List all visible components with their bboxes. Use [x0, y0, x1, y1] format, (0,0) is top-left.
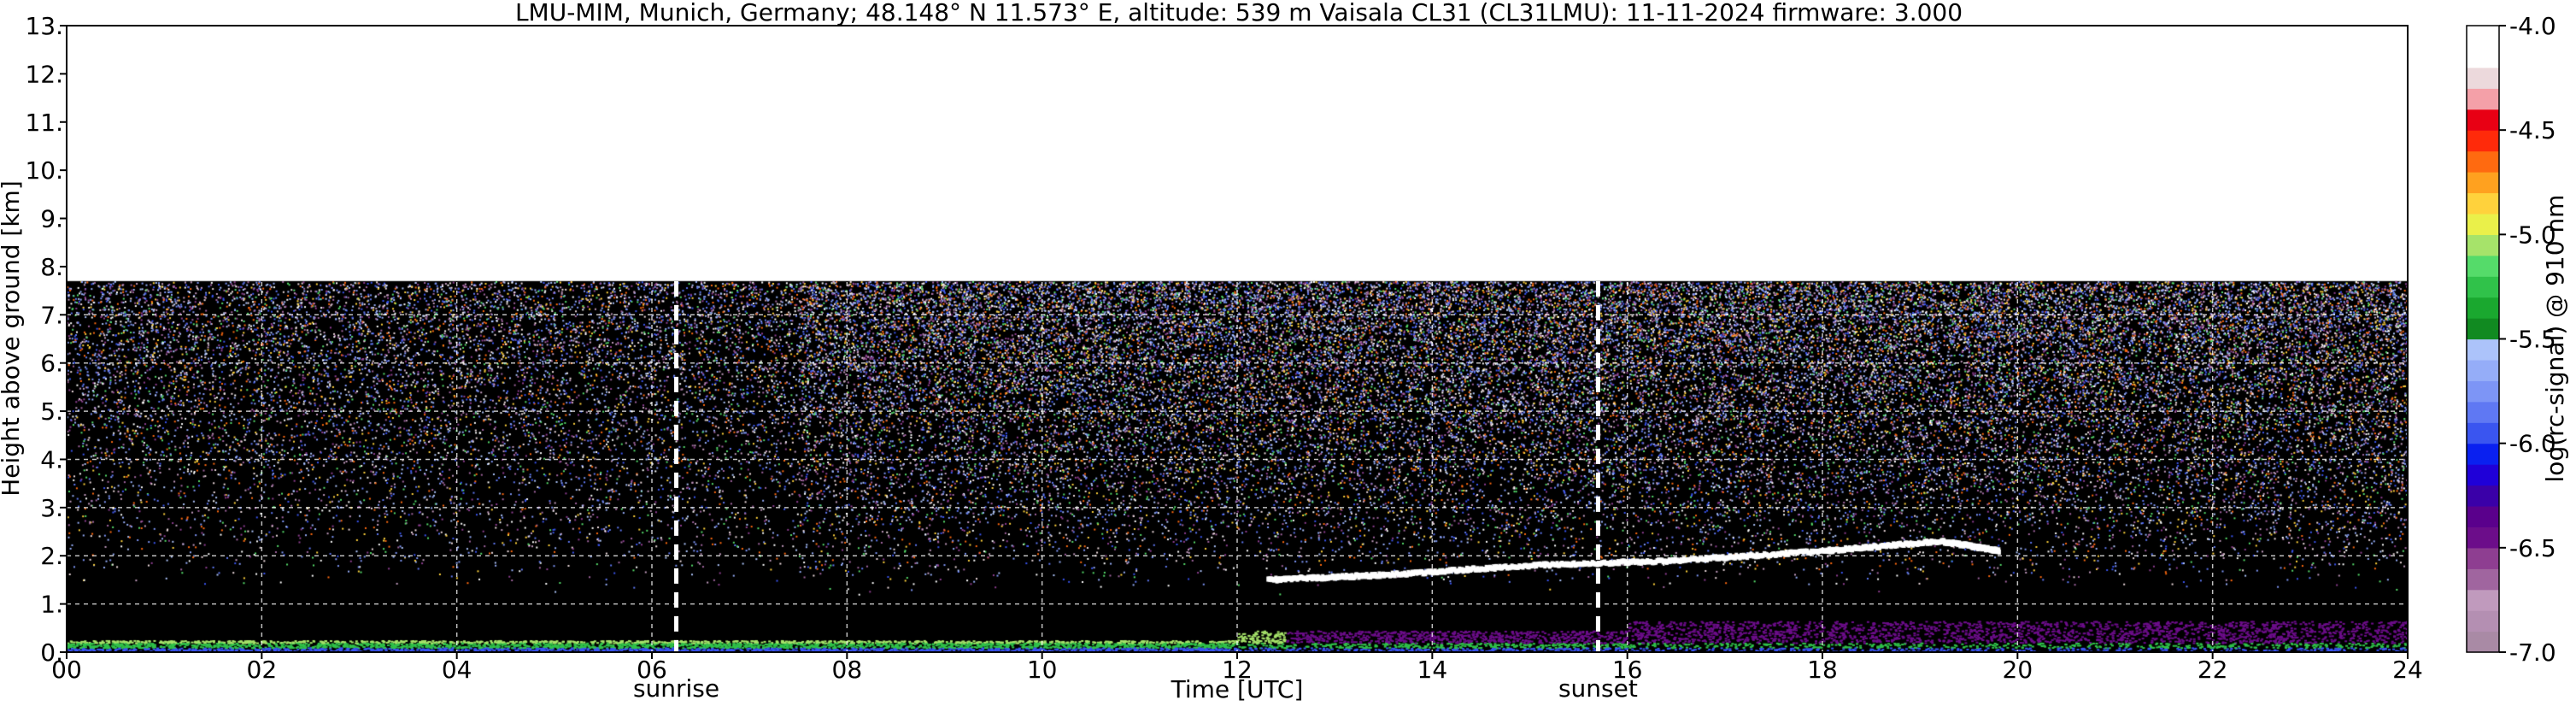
- x-tick-label: 16: [1612, 656, 1643, 684]
- colorbar-segment: [2467, 568, 2499, 591]
- y-tick-label: 0.: [40, 638, 63, 667]
- y-tick-label: 4.: [40, 445, 63, 474]
- y-tick-label: 11.: [25, 109, 63, 137]
- x-tick-label: 18: [1807, 656, 1838, 684]
- x-tick-label: 02: [247, 656, 278, 684]
- colorbar-segment: [2467, 234, 2499, 256]
- colorbar-segment: [2467, 255, 2499, 277]
- colorbar-segment: [2467, 213, 2499, 235]
- grid-lines: [67, 26, 2408, 652]
- y-tick-label: 13.: [25, 12, 63, 40]
- y-tick-label: 1.: [40, 591, 63, 619]
- colorbar: -4.0 -4.5 -5.0 -5.5 -6.0 -6.5 -7.0: [2466, 12, 2556, 667]
- colorbar-segment: [2467, 109, 2499, 131]
- x-tick-label: 14: [1417, 656, 1448, 684]
- colorbar-tick-label: -6.0: [2509, 430, 2556, 458]
- colorbar-segment: [2467, 527, 2499, 549]
- colorbar-segment: [2467, 338, 2499, 361]
- x-tick-label: 08: [832, 656, 863, 684]
- colorbar-segment: [2467, 631, 2499, 653]
- x-tick-label: 24: [2392, 656, 2423, 684]
- colorbar-segment: [2467, 589, 2499, 611]
- colorbar-tick-label: -7.0: [2509, 638, 2556, 667]
- colorbar-segment: [2467, 46, 2499, 68]
- colorbar-segment: [2467, 130, 2499, 152]
- y-tick-label: 6.: [40, 350, 63, 378]
- axes: 00 02 04 06 08 10 12 14 16 18 20 22 24 0. 1. 2. 3. 4. 5. 6.…: [25, 12, 2422, 684]
- y-tick-label: 5.: [40, 397, 63, 426]
- colorbar-segment: [2467, 88, 2499, 110]
- y-tick-label: 12.: [25, 60, 63, 88]
- colorbar-segment: [2467, 172, 2499, 194]
- colorbar-tick-label: -4.0: [2509, 12, 2556, 40]
- colorbar-segment: [2467, 401, 2499, 423]
- x-tick-label: 10: [1027, 656, 1058, 684]
- colorbar-segment: [2467, 505, 2499, 527]
- y-tick-label: 9.: [40, 205, 63, 233]
- colorbar-segment: [2467, 67, 2499, 89]
- colorbar-tick-label: -4.5: [2509, 116, 2556, 144]
- x-tick-label: 12: [1222, 656, 1253, 684]
- event-label-sunrise: sunrise: [633, 674, 719, 703]
- chart-title: LMU-MIM, Munich, Germany; 48.148° N 11.5…: [515, 0, 1963, 26]
- x-tick-label: 22: [2198, 656, 2228, 684]
- colorbar-segment: [2467, 464, 2499, 486]
- event-label-sunset: sunset: [1558, 674, 1638, 703]
- colorbar-segment: [2467, 443, 2499, 465]
- colorbar-segment: [2467, 485, 2499, 507]
- colorbar-segment: [2467, 422, 2499, 444]
- x-tick-label: 04: [442, 656, 472, 684]
- x-tick-label: 00: [51, 656, 82, 684]
- colorbar-segment: [2467, 297, 2499, 319]
- colorbar-tick-label: -6.5: [2509, 534, 2556, 562]
- x-tick-label: 20: [2003, 656, 2033, 684]
- colorbar-tick-label: -5.5: [2509, 326, 2556, 354]
- y-tick-label: 8.: [40, 253, 63, 281]
- y-axis-label: Height above ground [km]: [0, 180, 25, 497]
- colorbar-segment: [2467, 610, 2499, 632]
- colorbar-segment: [2467, 359, 2499, 381]
- colorbar-segment: [2467, 26, 2499, 48]
- x-tick-label: 06: [637, 656, 667, 684]
- y-tick-label: 10.: [25, 156, 63, 185]
- colorbar-label: log(rc-signal) @ 910 nm: [2541, 195, 2569, 483]
- colorbar-segment: [2467, 276, 2499, 298]
- colorbar-segment: [2467, 547, 2499, 569]
- y-tick-label: 7.: [40, 301, 63, 329]
- colorbar-segment: [2467, 150, 2499, 173]
- y-tick-label: 3.: [40, 494, 63, 522]
- colorbar-segment: [2467, 380, 2499, 403]
- event-markers: sunrise sunset: [633, 280, 1638, 703]
- colorbar-segment: [2467, 192, 2499, 215]
- colorbar-tick-label: -5.0: [2509, 221, 2556, 249]
- colorbar-segment: [2467, 318, 2499, 340]
- x-axis-label: Time [UTC]: [1171, 675, 1304, 703]
- y-tick-label: 2.: [40, 542, 63, 570]
